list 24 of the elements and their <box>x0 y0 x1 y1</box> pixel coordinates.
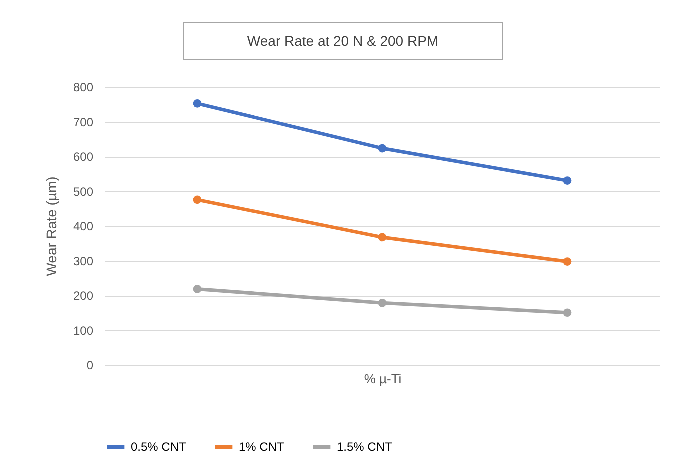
y-tick-label: 800 <box>73 80 94 94</box>
point <box>193 100 202 108</box>
chart-title: Wear Rate at 20 N & 200 RPM <box>183 22 503 60</box>
point <box>378 233 387 242</box>
legend-label: 1.5% CNT <box>337 440 394 454</box>
y-tick-label: 100 <box>73 324 94 338</box>
y-tick-label: 600 <box>73 150 94 164</box>
y-tick-label: 200 <box>73 289 94 303</box>
point <box>193 285 202 294</box>
y-tick-label: 700 <box>73 115 94 130</box>
point <box>563 176 572 185</box>
y-axis-title: Wear Rate (µm) <box>43 176 60 276</box>
point <box>563 258 572 266</box>
y-tick-label: 500 <box>73 184 94 199</box>
y-tick-label: 300 <box>73 254 94 268</box>
legend-label: 1% CNT <box>239 440 286 454</box>
y-tick-label: 0 <box>86 358 94 372</box>
legend-label: 0.5% CNT <box>131 440 188 454</box>
point <box>193 196 202 204</box>
point <box>378 144 387 153</box>
y-tick-label: 400 <box>73 220 94 234</box>
x-axis-title: % µ-Ti <box>364 372 402 386</box>
point <box>563 308 572 318</box>
point <box>378 298 387 308</box>
